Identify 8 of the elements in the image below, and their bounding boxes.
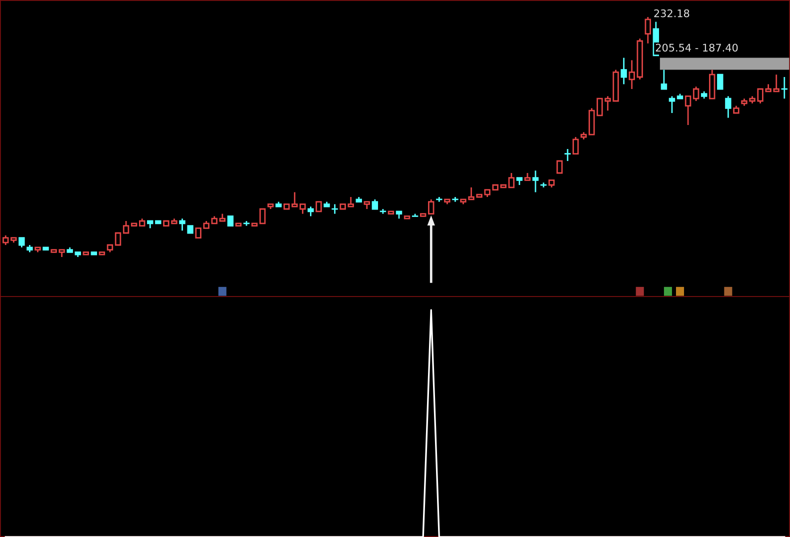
annotation: 232.18	[654, 9, 690, 18]
candlestick	[620, 57, 627, 85]
candlestick	[636, 38, 643, 80]
candlestick	[628, 60, 635, 90]
candlestick	[179, 218, 186, 232]
band-label: 205.54 - 187.40	[656, 44, 738, 52]
candlestick	[725, 96, 732, 118]
candlestick	[332, 204, 338, 214]
